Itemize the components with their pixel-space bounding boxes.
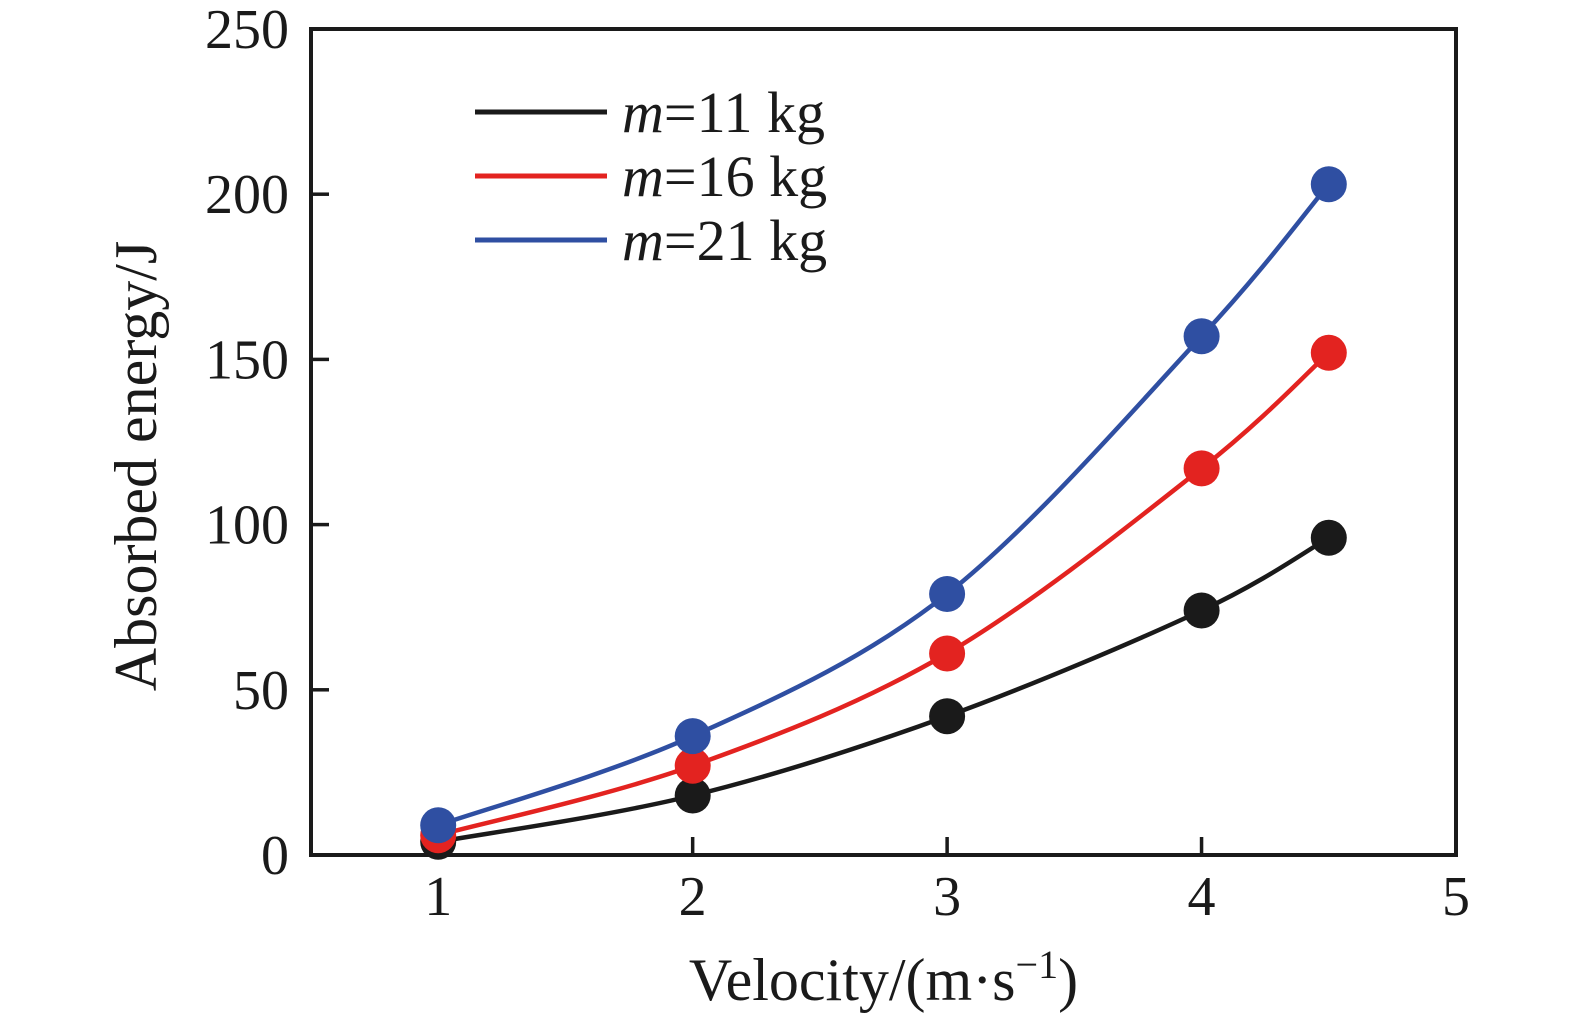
y-axis-tick-label: 150 <box>205 329 289 391</box>
x-axis-label: Velocity/(m·s−1) <box>689 942 1078 1013</box>
series-marker-1 <box>1183 450 1220 487</box>
series-marker-0 <box>1310 519 1347 556</box>
y-axis-tick-label: 0 <box>261 825 289 887</box>
series-marker-2 <box>929 576 966 612</box>
series-marker-2 <box>1183 318 1220 355</box>
series-marker-1 <box>929 635 966 672</box>
series-marker-0 <box>674 777 711 814</box>
x-axis-tick-label: 5 <box>1442 866 1470 928</box>
y-axis-tick-label: 50 <box>233 660 289 722</box>
legend-label-2: m=21 kg <box>622 208 827 273</box>
x-axis-tick-label: 4 <box>1188 866 1216 928</box>
legend-label-1: m=16 kg <box>622 144 827 209</box>
y-axis-tick-label: 200 <box>205 164 289 226</box>
x-axis-tick-label: 1 <box>424 866 452 928</box>
series-line-2 <box>437 182 1331 828</box>
y-axis-tick-label: 250 <box>205 0 289 61</box>
series-marker-0 <box>1183 592 1220 629</box>
y-axis-label: Absorbed energy/J <box>103 241 169 691</box>
x-axis-tick-label: 3 <box>933 866 961 928</box>
series-marker-2 <box>674 718 711 755</box>
plot-border <box>309 27 1458 857</box>
x-axis-tick-label: 2 <box>679 866 707 928</box>
series-marker-0 <box>929 698 966 735</box>
series-marker-2 <box>1310 166 1347 203</box>
series-marker-1 <box>1310 334 1347 371</box>
series-marker-2 <box>420 807 457 844</box>
series-marker-1 <box>674 747 711 784</box>
y-axis-tick-label: 100 <box>205 495 289 557</box>
legend-label-0: m=11 kg <box>622 80 825 145</box>
